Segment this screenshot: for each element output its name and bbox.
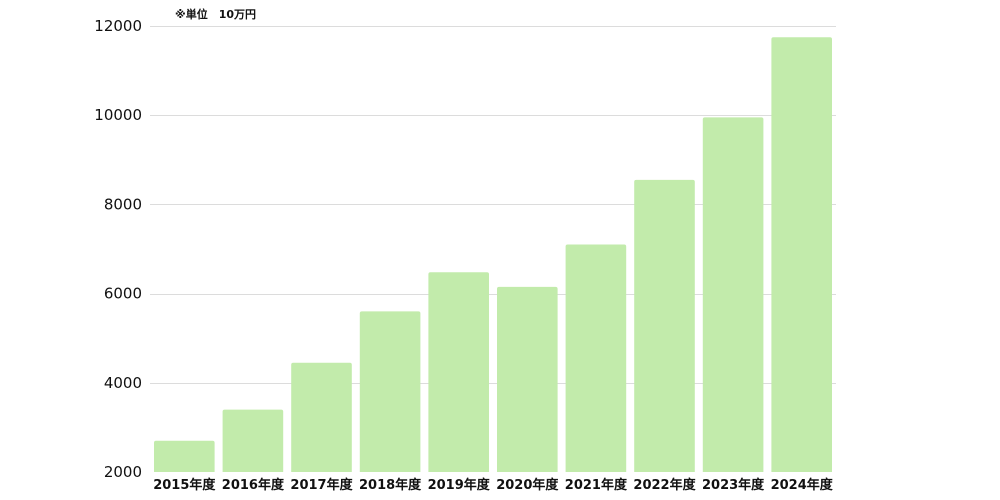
bar-2019年度 [428, 272, 489, 474]
baseline-mask [150, 472, 836, 476]
bar-2024年度 [771, 37, 832, 474]
bar-2017年度 [291, 362, 352, 474]
x-axis: 2015年度 2016年度 2017年度 2018年度 2019年度 2020年度 2021… [153, 477, 834, 493]
x-tick-label: 2021年度 [565, 477, 628, 493]
x-tick-label: 2019年度 [428, 477, 491, 493]
y-tick-label: 4000 [104, 374, 142, 392]
x-tick-label: 2024年度 [771, 477, 834, 493]
bar-2020年度 [497, 286, 558, 474]
bar-2022年度 [634, 179, 695, 474]
y-tick-label: 8000 [104, 195, 142, 213]
bar-2018年度 [359, 311, 421, 474]
x-tick-label: 2023年度 [702, 477, 765, 493]
unit-note: ※単位 10万円 [175, 7, 256, 21]
bar-2016年度 [222, 409, 284, 474]
bar-2021年度 [565, 244, 627, 474]
bar-2015年度 [154, 440, 215, 474]
x-tick-label: 2020年度 [496, 477, 559, 493]
y-tick-label: 10000 [94, 106, 142, 124]
x-tick-label: 2018年度 [359, 477, 422, 493]
bars [150, 37, 836, 476]
bar-2023年度 [702, 117, 764, 475]
y-axis: 2000 4000 6000 8000 10000 12000 [94, 17, 142, 481]
x-tick-label: 2017年度 [290, 477, 353, 493]
y-tick-label: 6000 [104, 285, 142, 303]
x-tick-label: 2015年度 [153, 477, 216, 493]
y-tick-label: 12000 [94, 17, 142, 35]
y-tick-label: 2000 [104, 463, 142, 481]
x-tick-label: 2016年度 [222, 477, 285, 493]
x-tick-label: 2022年度 [633, 477, 696, 493]
